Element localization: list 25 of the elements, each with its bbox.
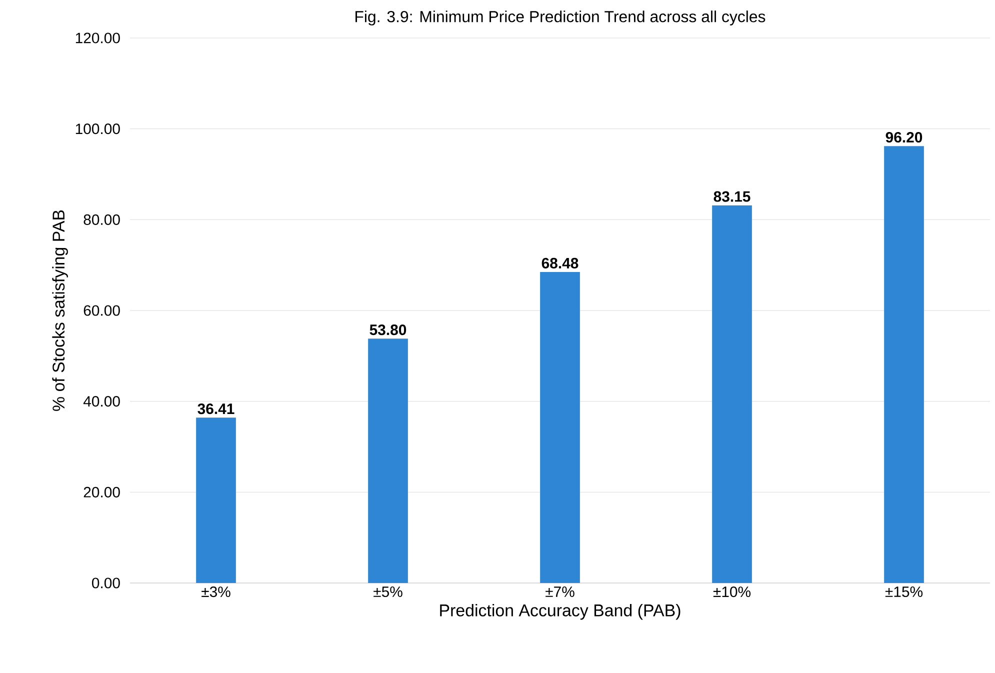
- bar: [884, 146, 924, 583]
- y-tick-label: 20.00: [84, 486, 120, 498]
- y-tick-label: 100.00: [76, 124, 120, 134]
- x-tick-label: ±15%: [885, 586, 923, 598]
- x-tick-label: ±5%: [374, 586, 402, 598]
- data-label: 83.15: [714, 191, 750, 202]
- y-axis-title: % of Stocks satisfying PAB: [52, 210, 68, 411]
- data-label: 68.48: [542, 258, 578, 268]
- data-label: 53.80: [370, 324, 406, 336]
- x-tick-label: ±10%: [713, 586, 751, 598]
- data-label: 36.41: [198, 404, 234, 414]
- x-tick-label: ±3%: [202, 586, 230, 598]
- y-tick-label: 0.00: [92, 578, 120, 588]
- y-tick-label: 40.00: [83, 396, 120, 407]
- x-axis-title: Prediction Accuracy Band (PAB): [440, 604, 680, 620]
- y-tick-label: 80.00: [84, 214, 120, 225]
- chart-title: Fig. 3.9: Minimum Price Prediction Trend across all cycles: [356, 10, 766, 26]
- bar: [368, 338, 408, 583]
- y-tick-label: 120.00: [76, 32, 120, 44]
- bar: [712, 205, 752, 583]
- bar: [196, 418, 236, 583]
- bar: [540, 272, 580, 583]
- y-tick-label: 60.00: [84, 305, 120, 316]
- data-label: 96.20: [886, 132, 922, 143]
- x-tick-label: ±7%: [546, 586, 574, 597]
